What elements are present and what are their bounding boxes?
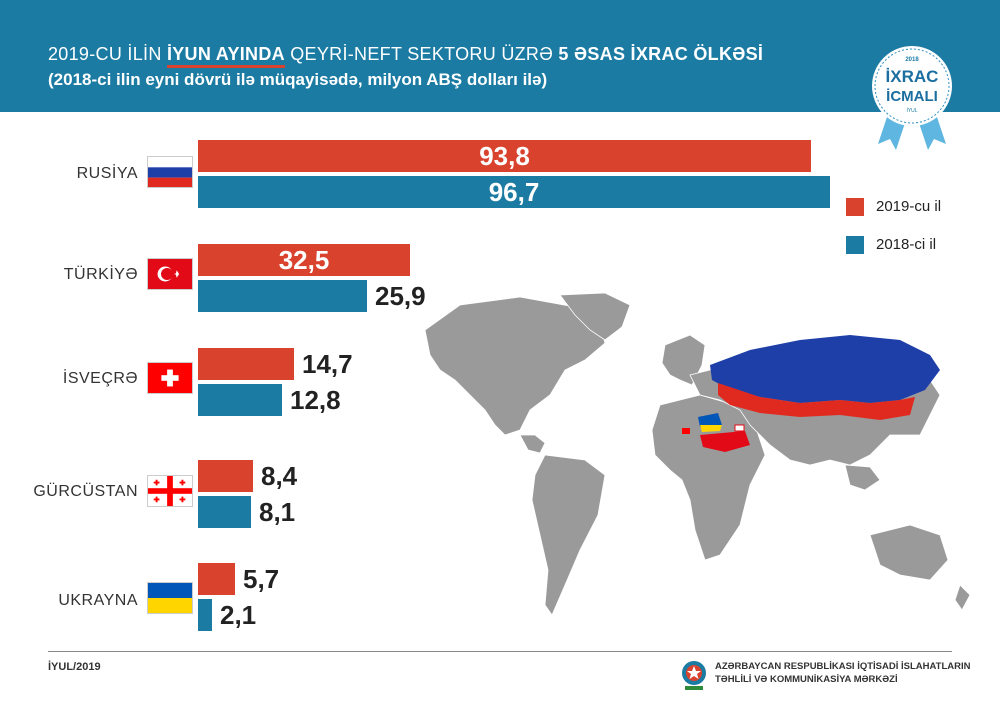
country-label-turkiye: TÜRKİYƏ xyxy=(63,266,138,283)
bar-value-2018-2: 25,9 xyxy=(375,281,426,311)
legend-label-2018: 2018-ci il xyxy=(876,236,937,253)
bar-2018-2 xyxy=(198,280,367,312)
georgia-flag-icon xyxy=(147,475,193,507)
world-map xyxy=(424,292,971,616)
country-label-ukrayna: UKRAYNA xyxy=(58,592,138,609)
bar-2018-5 xyxy=(198,599,212,631)
country-label-rusiya: RUSİYA xyxy=(76,165,138,182)
header-banner xyxy=(0,0,1000,112)
bar-value-2019-2: 32,5 xyxy=(278,245,330,275)
bar-2019-4 xyxy=(198,460,253,492)
bar-2019-3 xyxy=(198,348,294,380)
org-name-line2: TƏHLİLİ VƏ KOMMUNİKASİYA MƏRKƏZİ xyxy=(715,674,898,685)
bar-2018-4 xyxy=(198,496,251,528)
chart-title: 2019-CU İLİN İYUN AYINDA QEYRİ-NEFT SEKT… xyxy=(48,44,763,68)
turkey-flag-icon xyxy=(147,258,193,290)
org-name-line1: AZƏRBAYCAN RESPUBLİKASI İQTİSADİ İSLAHAT… xyxy=(715,661,971,672)
bar-2019-1 xyxy=(198,140,811,172)
bar-value-2018-5: 2,1 xyxy=(220,600,257,630)
bar-2019-2 xyxy=(198,244,410,276)
bar-2018-3 xyxy=(198,384,282,416)
bar-value-2019-4: 8,4 xyxy=(261,461,298,491)
ixrac-icmali-badge: 2018 İXRAC İCMALI İYUL xyxy=(872,46,952,150)
title-highlight: İYUN AYINDA xyxy=(166,44,285,68)
badge-month: İYUL xyxy=(906,107,917,114)
legend-label-2019: 2019-cu il xyxy=(876,198,942,215)
switzerland-flag-icon xyxy=(147,362,193,394)
footer-date: İYUL/2019 xyxy=(48,661,101,673)
chart-subtitle: (2018-ci ilin eyni dövrü ilə müqayisədə,… xyxy=(48,70,548,89)
bar-2019-5 xyxy=(198,563,235,595)
bar-2018-1 xyxy=(198,176,830,208)
country-label-isvecre: İSVEÇRƏ xyxy=(62,370,138,387)
country-label-gurcustan: GÜRCÜSTAN xyxy=(33,483,138,500)
azerbaijan-emblem-icon xyxy=(682,661,706,690)
bar-value-2019-1: 93,8 xyxy=(479,141,530,171)
legend-swatch-2018 xyxy=(846,236,864,254)
footer-divider xyxy=(48,651,952,652)
russia-flag-icon xyxy=(147,156,193,188)
bar-value-2018-3: 12,8 xyxy=(290,385,341,415)
badge-line2: İCMALI xyxy=(886,88,938,105)
bar-value-2018-4: 8,1 xyxy=(259,497,296,527)
bar-value-2019-5: 5,7 xyxy=(243,564,280,594)
badge-year: 2018 xyxy=(905,57,919,63)
bar-value-2018-1: 96,7 xyxy=(488,177,540,207)
ukraine-flag-icon xyxy=(147,582,193,614)
bar-value-2019-3: 14,7 xyxy=(302,349,353,379)
badge-line1: İXRAC xyxy=(886,67,939,86)
legend-swatch-2019 xyxy=(846,198,864,216)
